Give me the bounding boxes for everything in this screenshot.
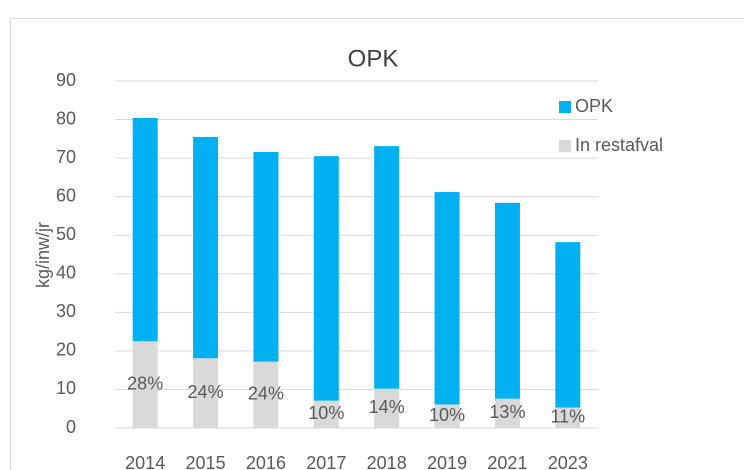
x-tick-label: 2023	[548, 453, 588, 470]
share-label: 13%	[489, 402, 525, 422]
legend-label: OPK	[575, 96, 613, 116]
x-tick-label: 2016	[246, 453, 286, 470]
bar-segment	[253, 361, 279, 428]
bar-segment	[555, 242, 581, 408]
share-label: 28%	[127, 373, 163, 393]
bar-segment	[193, 358, 219, 428]
share-label: 11%	[550, 407, 585, 427]
bar-segment	[253, 151, 279, 362]
y-tick-label: 40	[56, 263, 76, 283]
share-label: 10%	[308, 403, 344, 423]
chart-title: OPK	[348, 45, 399, 72]
y-tick-label: 80	[56, 108, 76, 128]
bar-segment	[313, 400, 339, 428]
y-tick-label: 50	[56, 224, 76, 244]
bar-segment	[494, 202, 520, 399]
bar-segment	[313, 156, 339, 401]
bar-segment	[434, 192, 460, 405]
y-tick-label: 20	[56, 340, 76, 360]
bar-segment	[132, 118, 158, 342]
y-tick-label: 10	[56, 378, 76, 398]
x-tick-label: 2017	[306, 453, 346, 470]
bar-segment	[374, 146, 400, 389]
share-label: 10%	[429, 405, 465, 425]
y-tick-label: 60	[56, 185, 76, 205]
x-tick-label: 2018	[367, 453, 407, 470]
x-tick-label: 2014	[125, 453, 165, 470]
bar-segment	[434, 404, 460, 428]
y-tick-label: 30	[56, 301, 76, 321]
y-tick-label: 0	[66, 417, 76, 437]
x-tick-label: 2015	[186, 453, 226, 470]
bar-segment	[494, 398, 520, 428]
legend-label: In restafval	[575, 135, 663, 155]
y-tick-label: 90	[56, 70, 76, 90]
bar-segment	[132, 341, 158, 428]
share-label: 24%	[248, 384, 284, 404]
legend-swatch	[559, 101, 571, 113]
bar-segment	[555, 407, 581, 428]
share-label: 14%	[369, 397, 405, 417]
share-label: 24%	[188, 382, 224, 402]
y-axis-label: kg/inw/jr	[33, 222, 53, 288]
bar-segment	[193, 136, 219, 359]
x-tick-label: 2021	[487, 453, 527, 470]
legend-swatch	[559, 140, 571, 152]
x-tick-label: 2019	[427, 453, 467, 470]
y-tick-label: 70	[56, 147, 76, 167]
bar-segment	[374, 388, 400, 428]
